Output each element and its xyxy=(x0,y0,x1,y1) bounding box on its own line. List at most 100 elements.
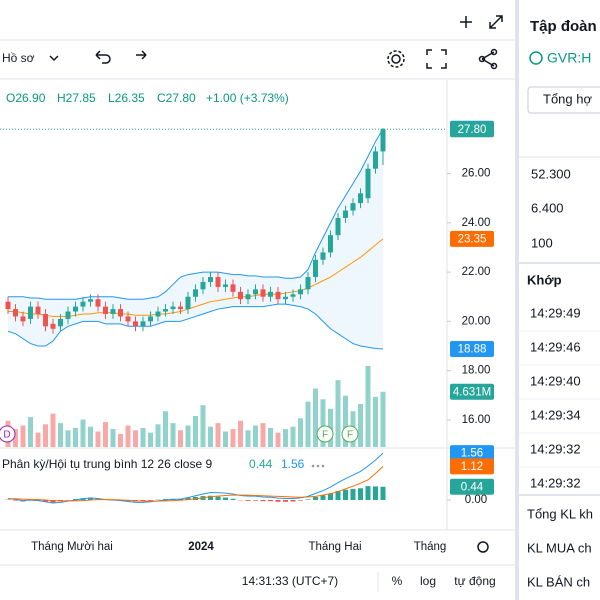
macd-histogram xyxy=(290,499,296,502)
volume-bar xyxy=(208,426,213,447)
volume-bar xyxy=(148,432,153,447)
bollinger-lower xyxy=(7,303,384,350)
candle-body xyxy=(223,284,228,287)
candle-body xyxy=(185,296,191,310)
macd-histogram xyxy=(350,488,356,500)
log-toggle[interactable]: log xyxy=(420,574,436,588)
volume-bar xyxy=(343,395,348,447)
chevron[interactable] xyxy=(49,55,59,62)
summary-button[interactable] xyxy=(527,86,600,114)
macd-histogram xyxy=(260,499,266,502)
add-icon[interactable] xyxy=(460,16,472,28)
footer-row: KL MUA ch xyxy=(527,540,592,555)
event-marker[interactable] xyxy=(0,425,16,443)
auto-toggle[interactable]: tự động xyxy=(454,574,495,588)
macd-histogram xyxy=(245,499,251,501)
settings-icon[interactable] xyxy=(391,54,401,64)
candle-body xyxy=(73,306,78,312)
macd-histogram xyxy=(215,496,221,500)
volume-bar xyxy=(290,426,296,447)
macd-histogram xyxy=(365,486,371,500)
candle-body xyxy=(380,129,386,152)
dot xyxy=(321,464,325,468)
candle-body xyxy=(320,252,326,260)
price-badge-label: 4.631M xyxy=(453,386,491,398)
candle-body xyxy=(178,306,183,310)
candle-body xyxy=(58,318,63,327)
legend-low: L26.35 xyxy=(108,91,145,105)
candle-body xyxy=(253,289,258,295)
events: D F F xyxy=(0,425,359,443)
macd-histogram xyxy=(148,499,153,501)
profile-menu[interactable]: Hồ sơ xyxy=(2,51,35,65)
share-icon[interactable] xyxy=(478,55,486,63)
macd-histogram xyxy=(275,499,281,502)
volume-bar xyxy=(178,430,183,447)
macd-histogram xyxy=(253,499,258,501)
trade-time: 14:29:40 xyxy=(530,373,581,388)
undo-icon[interactable] xyxy=(95,50,111,64)
y-tick-label: 16.00 xyxy=(462,414,491,426)
candle-body xyxy=(290,294,296,297)
candle-body xyxy=(230,284,236,292)
candle-body xyxy=(28,306,33,319)
candle-body xyxy=(170,306,176,310)
price-badge-label: 1.56 xyxy=(461,448,483,460)
side-symbol: GVR:H xyxy=(547,50,591,66)
volume-bar xyxy=(133,430,138,447)
legend-change: +1.00 (+3.73%) xyxy=(206,91,289,105)
volume-bar xyxy=(140,427,146,447)
candle-body xyxy=(260,289,266,297)
settings-icon[interactable] xyxy=(387,50,405,68)
volume-bar xyxy=(43,424,48,447)
side-value: 52.300 xyxy=(531,166,571,181)
volume-bar xyxy=(283,429,288,447)
price-badge xyxy=(450,230,494,247)
volume-bar xyxy=(163,411,168,447)
event-marker[interactable] xyxy=(341,425,359,443)
price-badge xyxy=(450,383,494,400)
candle-body xyxy=(245,294,251,300)
volume-bar xyxy=(65,430,71,447)
plot: 16.0018.0020.0022.0024.0026.000.0027.822… xyxy=(0,120,494,506)
volume-bar xyxy=(13,429,18,447)
share-icon[interactable] xyxy=(490,48,498,56)
candle-body xyxy=(328,235,333,253)
volume-bar xyxy=(88,426,93,447)
candle-body xyxy=(335,217,341,236)
share-icon[interactable] xyxy=(490,62,498,70)
macd-histogram xyxy=(380,486,386,500)
side-value: 100 xyxy=(531,235,553,250)
fullscreen-icon[interactable] xyxy=(426,49,447,69)
candle-body xyxy=(193,289,198,297)
volume-bar xyxy=(193,415,198,447)
candle-body xyxy=(140,321,146,327)
event-marker[interactable] xyxy=(316,425,334,443)
volume-bar xyxy=(238,420,243,447)
candle-body xyxy=(148,316,153,322)
candle-body xyxy=(50,323,56,329)
candle-body xyxy=(215,277,221,287)
legend: O26.90 H27.85 L26.35 C27.80 +1.00 (+3.73… xyxy=(6,91,289,105)
macd-histogram xyxy=(185,497,191,500)
macd-histogram xyxy=(88,497,93,500)
macd-histogram xyxy=(373,486,378,500)
expand-icon[interactable] xyxy=(489,15,503,29)
dot xyxy=(316,464,320,468)
event-label: F xyxy=(347,430,353,441)
redo-icon[interactable] xyxy=(136,50,147,60)
candle-body xyxy=(118,309,123,317)
price-badge-label: 0.44 xyxy=(461,481,484,493)
settings-icon[interactable] xyxy=(477,541,489,553)
volume-bar xyxy=(73,427,78,447)
macd-hist-value: 0.44 xyxy=(249,457,273,471)
volume-bar xyxy=(28,417,33,447)
volume-bar xyxy=(365,365,371,447)
candle-body xyxy=(238,291,243,300)
candle-body xyxy=(80,301,86,307)
candle-body xyxy=(275,291,281,300)
volume-bar xyxy=(320,399,326,447)
volume-bar xyxy=(373,396,378,447)
percent-toggle[interactable]: % xyxy=(392,574,403,588)
volume-bar xyxy=(103,421,108,447)
